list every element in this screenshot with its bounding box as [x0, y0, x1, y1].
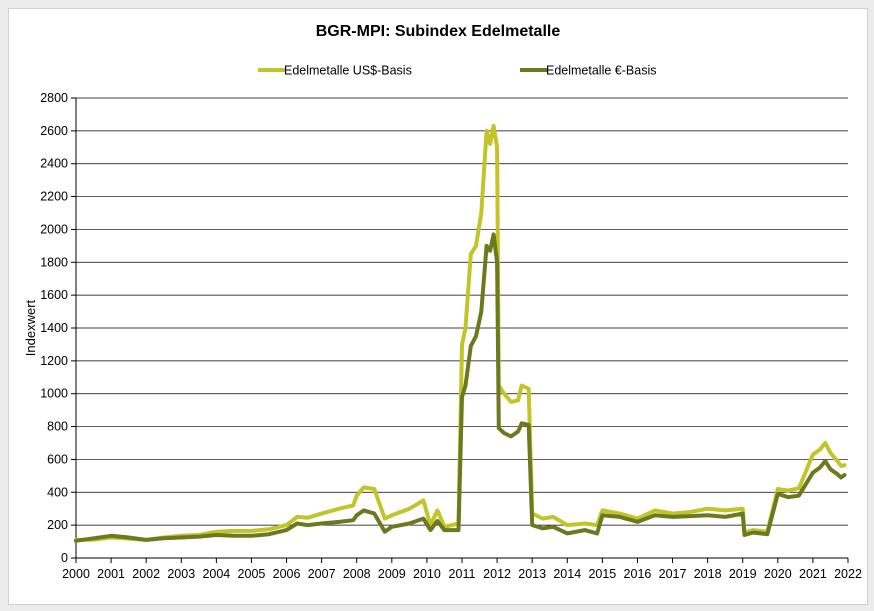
x-tick-label: 2009	[378, 567, 406, 581]
x-tick-label: 2014	[553, 567, 581, 581]
x-tick-label: 2016	[624, 567, 652, 581]
chart-title: BGR-MPI: Subindex Edelmetalle	[315, 23, 561, 40]
y-tick-label: 0	[61, 551, 68, 565]
x-tick-label: 2018	[694, 567, 722, 581]
y-tick-label: 1600	[40, 288, 68, 302]
y-tick-label: 1000	[40, 387, 68, 401]
x-tick-label: 2006	[273, 567, 301, 581]
y-tick-label: 1800	[40, 255, 68, 269]
x-tick-label: 2004	[202, 567, 230, 581]
x-tick-label: 2000	[62, 567, 90, 581]
y-axis-label: Indexwert	[23, 299, 38, 356]
x-tick-label: 2010	[413, 567, 441, 581]
y-tick-label: 400	[47, 485, 68, 499]
legend-label-1: Edelmetalle US$-Basis	[284, 64, 412, 78]
x-tick-label: 2021	[799, 567, 827, 581]
y-tick-label: 600	[47, 452, 68, 466]
x-tick-label: 2007	[308, 567, 336, 581]
x-tick-label: 2019	[729, 567, 757, 581]
x-tick-label: 2013	[518, 567, 546, 581]
series-line-2	[74, 232, 847, 543]
y-tick-label: 2800	[40, 91, 68, 105]
y-tick-label: 800	[47, 420, 68, 434]
y-tick-label: 2200	[40, 190, 68, 204]
legend-label-2: Edelmetalle €-Basis	[546, 64, 656, 78]
x-tick-label: 2020	[764, 567, 792, 581]
x-tick-label: 2017	[659, 567, 687, 581]
y-tick-label: 2600	[40, 124, 68, 138]
y-tick-label: 200	[47, 518, 68, 532]
x-tick-label: 2003	[167, 567, 195, 581]
y-tick-label: 2000	[40, 222, 68, 236]
y-tick-label: 1200	[40, 354, 68, 368]
x-tick-label: 2012	[483, 567, 511, 581]
x-tick-label: 2002	[132, 567, 160, 581]
x-tick-label: 2001	[97, 567, 125, 581]
x-tick-label: 2011	[449, 567, 476, 581]
x-tick-label: 2015	[588, 567, 616, 581]
x-tick-label: 2005	[238, 567, 266, 581]
y-tick-label: 2400	[40, 157, 68, 171]
x-tick-label: 2008	[343, 567, 371, 581]
y-tick-label: 1400	[40, 321, 68, 335]
x-tick-label: 2022	[834, 567, 862, 581]
chart-panel: BGR-MPI: Subindex Edelmetalle	[8, 8, 868, 605]
